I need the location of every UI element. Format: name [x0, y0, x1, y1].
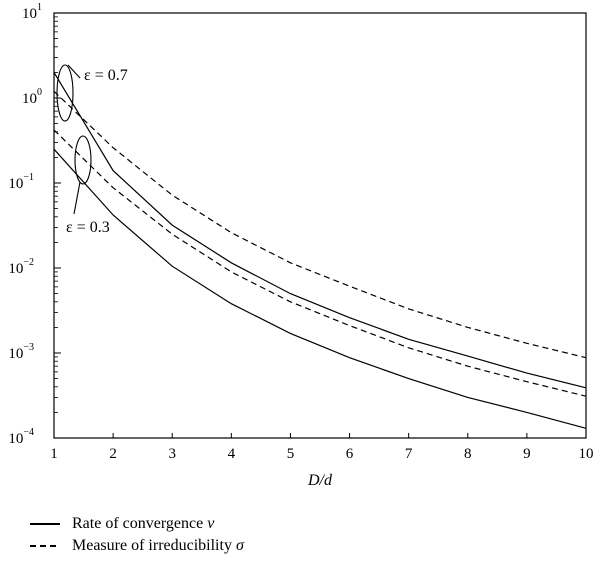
- legend-item-dashed: Measure of irreducibility σ: [30, 535, 244, 557]
- legend-symbol-solid: ν: [207, 515, 215, 532]
- x-axis-label: D/d: [307, 472, 333, 489]
- y-tick-label: 10−3: [8, 342, 34, 362]
- y-tick-label: 10−1: [8, 172, 34, 192]
- x-tick-label: 8: [464, 446, 472, 462]
- x-tick-label: 4: [228, 446, 236, 462]
- epsilon-0.3-loop: [74, 135, 92, 185]
- x-tick-label: 6: [346, 446, 354, 462]
- y-tick-label: 10−2: [8, 257, 34, 277]
- epsilon-0.7-label: ε = 0.7: [84, 67, 128, 84]
- epsilon-0.3-label: ε = 0.3: [66, 219, 110, 236]
- dashed-line-swatch: [30, 545, 60, 547]
- epsilon-0.7-pointer: [67, 64, 81, 79]
- legend: Rate of convergence ν Measure of irreduc…: [30, 513, 244, 557]
- annotations: ε = 0.7 ε = 0.3: [56, 64, 128, 236]
- series-line-dashed-3: [53, 129, 587, 397]
- x-tick-label: 7: [405, 446, 413, 462]
- x-tick-label: 5: [287, 446, 295, 462]
- x-tick-label: 1: [50, 446, 58, 462]
- y-tick-label: 10−4: [8, 427, 34, 447]
- x-tick-label: 3: [168, 446, 176, 462]
- y-tick-label: 101: [22, 2, 42, 22]
- legend-symbol-dashed: σ: [235, 537, 244, 554]
- chart-area: 1 2 3 4 5 6 7 8 9 10 10−4 10−3 10−2 10−1 100 101 ε = 0…: [8, 2, 594, 489]
- x-tick-label: 2: [109, 446, 117, 462]
- epsilon-0.3-pointer: [73, 181, 81, 215]
- epsilon-0.7-loop: [56, 64, 74, 122]
- series-lines: [53, 72, 587, 429]
- y-axis-ticks: 10−4 10−3 10−2 10−1 100 101: [8, 2, 61, 447]
- series-line-solid-2: [53, 148, 587, 429]
- x-tick-label: 10: [579, 446, 594, 462]
- legend-item-solid: Rate of convergence ν: [30, 513, 244, 535]
- solid-line-swatch: [30, 523, 60, 525]
- legend-label-solid: Rate of convergence: [72, 515, 204, 532]
- series-line-dashed-1: [53, 90, 587, 359]
- x-axis-ticks: 1 2 3 4 5 6 7 8 9 10: [50, 433, 594, 462]
- y-tick-label: 100: [22, 87, 42, 107]
- plot-frame: [53, 12, 587, 439]
- series-line-solid-0: [53, 72, 587, 389]
- x-tick-label: 9: [523, 446, 531, 462]
- legend-label-dashed: Measure of irreducibility: [72, 537, 232, 554]
